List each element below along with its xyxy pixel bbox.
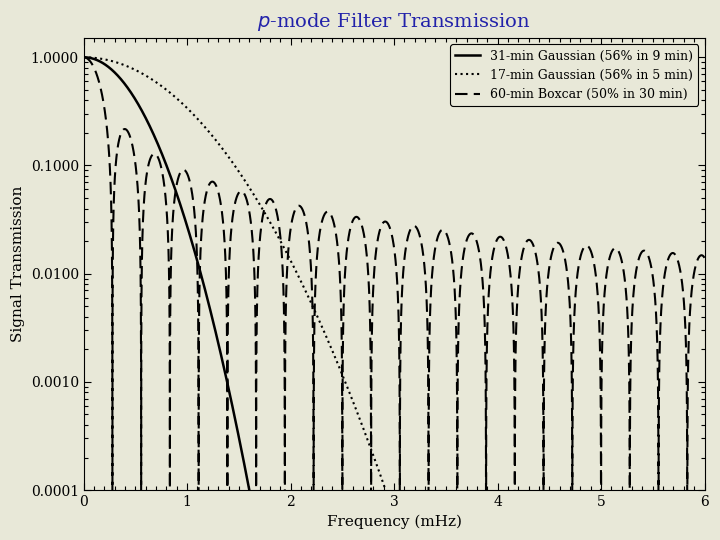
60-min Boxcar (50% in 30 min) [700,254,708,261]
60-min Boxcar (50% in 30 min) [79,54,88,60]
60-min Boxcar (50% in 30 min) [539,343,547,349]
17-min Gaussian (56% in 5 min) [79,54,88,60]
17-min Gaussian (56% in 5 min) [153,79,161,86]
60-min Boxcar (50% in 30 min) [116,132,125,138]
31-min Gaussian (56% in 9 min) [212,329,220,336]
Line: 31-min Gaussian (56% in 9 min): 31-min Gaussian (56% in 9 min) [84,57,704,540]
60-min Boxcar (50% in 30 min) [153,152,161,159]
31-min Gaussian (56% in 9 min) [116,75,125,82]
60-min Boxcar (50% in 30 min) [683,397,691,403]
Title: $p$-mode Filter Transmission: $p$-mode Filter Transmission [257,11,531,33]
17-min Gaussian (56% in 5 min) [212,137,220,144]
Legend: 31-min Gaussian (56% in 9 min), 17-min Gaussian (56% in 5 min), 60-min Boxcar (5: 31-min Gaussian (56% in 9 min), 17-min G… [450,44,698,106]
X-axis label: Frequency (mHz): Frequency (mHz) [327,515,462,529]
60-min Boxcar (50% in 30 min) [358,225,366,231]
Line: 60-min Boxcar (50% in 30 min): 60-min Boxcar (50% in 30 min) [84,57,704,540]
60-min Boxcar (50% in 30 min) [212,182,220,188]
31-min Gaussian (56% in 9 min) [79,54,88,60]
Line: 17-min Gaussian (56% in 5 min): 17-min Gaussian (56% in 5 min) [84,57,704,540]
17-min Gaussian (56% in 5 min) [116,60,125,67]
31-min Gaussian (56% in 9 min) [153,138,161,145]
Y-axis label: Signal Transmission: Signal Transmission [11,186,25,342]
17-min Gaussian (56% in 5 min) [358,423,366,429]
